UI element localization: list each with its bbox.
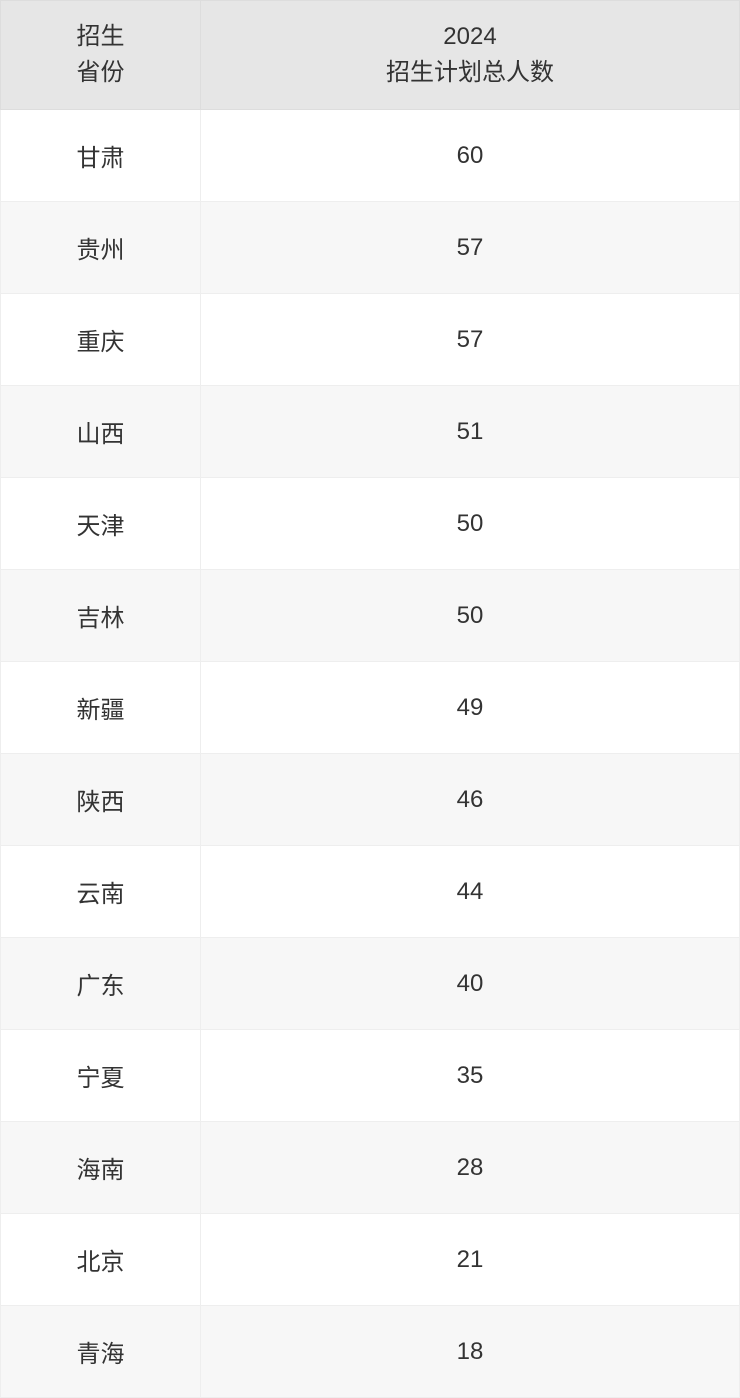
table-row: 甘肃 60 (1, 110, 740, 202)
cell-province: 山西 (1, 386, 201, 478)
cell-count: 18 (201, 1306, 740, 1398)
cell-count: 28 (201, 1122, 740, 1214)
table-row: 陕西 46 (1, 754, 740, 846)
table-header-row: 招生 省份 2024 招生计划总人数 (1, 1, 740, 110)
cell-province: 天津 (1, 478, 201, 570)
cell-count: 50 (201, 478, 740, 570)
table-row: 贵州 57 (1, 202, 740, 294)
cell-province: 云南 (1, 846, 201, 938)
cell-count: 51 (201, 386, 740, 478)
cell-province: 北京 (1, 1214, 201, 1306)
table-row: 北京 21 (1, 1214, 740, 1306)
cell-province: 新疆 (1, 662, 201, 754)
cell-count: 21 (201, 1214, 740, 1306)
table-row: 新疆 49 (1, 662, 740, 754)
cell-province: 海南 (1, 1122, 201, 1214)
cell-count: 57 (201, 294, 740, 386)
column-header-province: 招生 省份 (1, 1, 201, 110)
cell-count: 57 (201, 202, 740, 294)
cell-count: 60 (201, 110, 740, 202)
cell-province: 广东 (1, 938, 201, 1030)
cell-count: 49 (201, 662, 740, 754)
cell-count: 50 (201, 570, 740, 662)
table-row: 天津 50 (1, 478, 740, 570)
cell-province: 贵州 (1, 202, 201, 294)
cell-count: 46 (201, 754, 740, 846)
table-row: 海南 28 (1, 1122, 740, 1214)
header-text-line2: 省份 (77, 59, 125, 86)
table-row: 云南 44 (1, 846, 740, 938)
table-row: 青海 18 (1, 1306, 740, 1398)
cell-province: 陕西 (1, 754, 201, 846)
cell-count: 44 (201, 846, 740, 938)
cell-province: 吉林 (1, 570, 201, 662)
header-text-line1: 招生 (77, 23, 125, 50)
cell-count: 40 (201, 938, 740, 1030)
table-row: 吉林 50 (1, 570, 740, 662)
header-text-line2: 招生计划总人数 (386, 59, 554, 86)
table-header: 招生 省份 2024 招生计划总人数 (1, 1, 740, 110)
enrollment-table: 招生 省份 2024 招生计划总人数 甘肃 60 贵州 57 重庆 57 山西 … (0, 0, 740, 1398)
table-row: 广东 40 (1, 938, 740, 1030)
cell-province: 青海 (1, 1306, 201, 1398)
table-row: 重庆 57 (1, 294, 740, 386)
header-text-line1: 2024 (443, 23, 496, 50)
cell-province: 甘肃 (1, 110, 201, 202)
table-row: 宁夏 35 (1, 1030, 740, 1122)
table-row: 山西 51 (1, 386, 740, 478)
column-header-count: 2024 招生计划总人数 (201, 1, 740, 110)
table-body: 甘肃 60 贵州 57 重庆 57 山西 51 天津 50 吉林 50 新疆 4… (1, 110, 740, 1398)
cell-province: 宁夏 (1, 1030, 201, 1122)
cell-count: 35 (201, 1030, 740, 1122)
cell-province: 重庆 (1, 294, 201, 386)
